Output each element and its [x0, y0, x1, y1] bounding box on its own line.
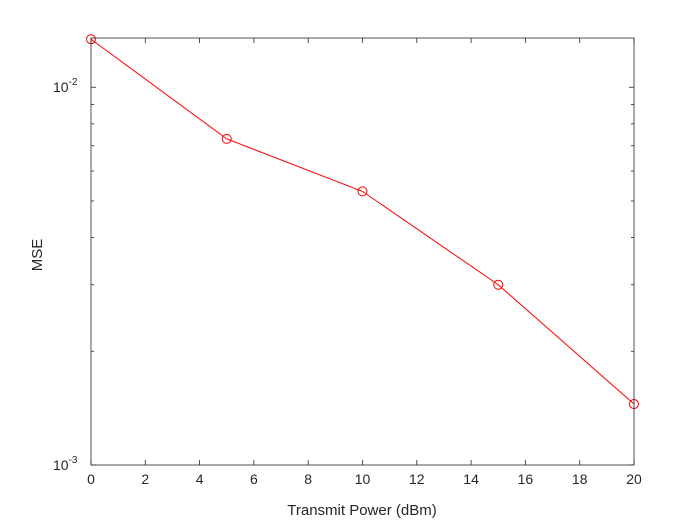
x-tick-label: 16: [518, 471, 534, 487]
x-tick-label: 4: [196, 471, 204, 487]
x-tick-label: 0: [87, 471, 95, 487]
x-tick-label: 18: [572, 471, 588, 487]
x-tick-label: 10: [355, 471, 371, 487]
axes: 0 2 4 6 8 10 12 14 16 18 20 10-3 10-2: [53, 37, 642, 487]
x-tick-label: 8: [304, 471, 312, 487]
data-point-marker: [221, 133, 232, 144]
x-tick-label: 12: [409, 471, 425, 487]
y-axis-label: MSE: [29, 239, 46, 272]
x-tick-label: 14: [463, 471, 479, 487]
x-tick-label: 6: [250, 471, 258, 487]
y-tick-label: 10-3: [53, 455, 78, 473]
x-axis-label: Transmit Power (dBm): [287, 502, 436, 519]
y-tick-label: 10-2: [53, 77, 78, 95]
series-line: [90, 38, 635, 405]
data-point-marker: [493, 279, 504, 290]
x-tick-label: 2: [141, 471, 149, 487]
x-tick-label: 20: [626, 471, 642, 487]
data-point-marker: [357, 186, 368, 197]
